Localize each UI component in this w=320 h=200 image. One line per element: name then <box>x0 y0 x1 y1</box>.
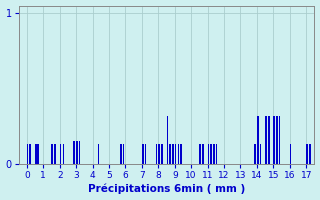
Bar <box>37 144 39 164</box>
Bar <box>268 116 269 164</box>
Bar <box>120 144 122 164</box>
Bar <box>172 144 174 164</box>
Bar <box>169 144 171 164</box>
Bar <box>175 144 176 164</box>
Bar <box>257 116 259 164</box>
Bar <box>123 144 124 164</box>
Bar <box>199 144 201 164</box>
Bar <box>273 116 275 164</box>
Bar <box>216 144 218 164</box>
Bar <box>180 144 182 164</box>
X-axis label: Précipitations 6min ( mm ): Précipitations 6min ( mm ) <box>88 184 245 194</box>
Bar <box>29 144 31 164</box>
Bar <box>62 144 64 164</box>
Bar <box>73 141 75 164</box>
Bar <box>27 144 28 164</box>
Bar <box>260 144 261 164</box>
Bar <box>309 144 311 164</box>
Bar <box>145 144 146 164</box>
Bar <box>142 144 144 164</box>
Bar <box>276 116 278 164</box>
Bar <box>98 144 99 164</box>
Bar <box>211 144 212 164</box>
Bar <box>79 141 80 164</box>
Bar <box>279 116 280 164</box>
Bar <box>161 144 163 164</box>
Bar <box>306 144 308 164</box>
Bar <box>208 144 209 164</box>
Bar <box>156 144 157 164</box>
Bar <box>202 144 204 164</box>
Bar <box>60 144 61 164</box>
Bar <box>52 144 53 164</box>
Bar <box>166 116 168 164</box>
Bar <box>178 144 179 164</box>
Bar <box>213 144 215 164</box>
Bar <box>265 116 267 164</box>
Bar <box>290 144 292 164</box>
Bar <box>158 144 160 164</box>
Bar <box>254 144 256 164</box>
Bar <box>54 144 56 164</box>
Bar <box>35 144 37 164</box>
Bar <box>76 141 78 164</box>
